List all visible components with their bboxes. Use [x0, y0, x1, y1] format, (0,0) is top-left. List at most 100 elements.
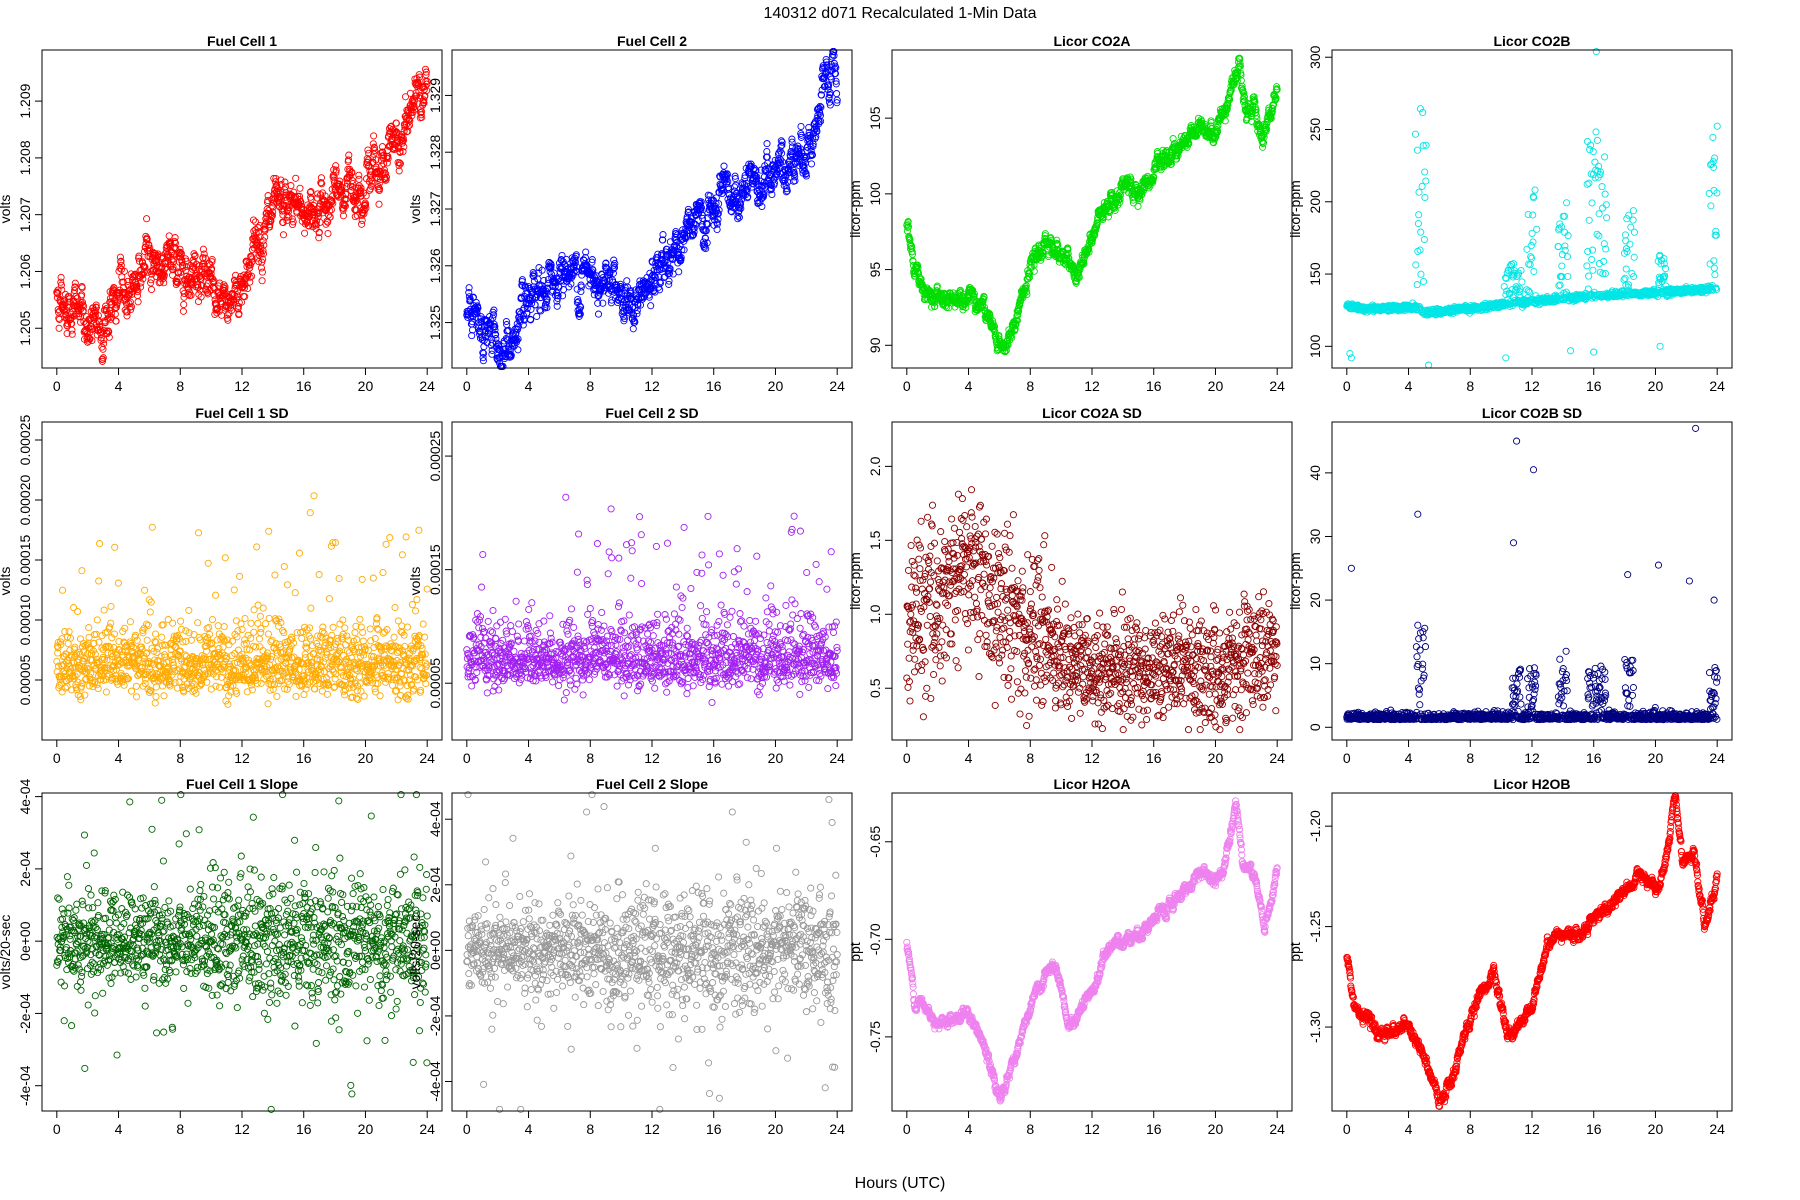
data-point — [137, 283, 145, 291]
data-point — [514, 346, 522, 354]
data-point — [1602, 201, 1610, 209]
data-point — [127, 306, 135, 314]
data-point — [1558, 262, 1566, 270]
data-point — [257, 264, 266, 272]
data-point — [101, 319, 109, 327]
data-point — [117, 261, 125, 269]
data-point — [105, 328, 113, 336]
data-point — [1598, 183, 1606, 191]
data-point — [1626, 240, 1634, 248]
data-point — [1622, 237, 1630, 245]
data-point — [1563, 199, 1571, 207]
data-point — [1422, 177, 1430, 185]
data-point — [1523, 245, 1531, 253]
data-point — [55, 324, 63, 332]
data-point — [1592, 48, 1600, 56]
data-point — [1415, 188, 1423, 196]
data-point — [1603, 214, 1611, 222]
data-point — [1533, 225, 1541, 233]
data-point — [105, 314, 113, 322]
data-point — [797, 122, 805, 131]
x-tick-label: 16 — [296, 378, 312, 394]
panel-title: Licor CO2A — [1053, 33, 1130, 49]
y-axis-label: volts — [407, 195, 423, 224]
data-point — [1621, 231, 1629, 239]
x-tick-label: 0 — [53, 378, 61, 394]
panel-title: Fuel Cell 1 — [207, 33, 277, 49]
data-point — [147, 285, 156, 294]
y-axis-label: licor-ppm — [847, 180, 863, 238]
data-point — [1414, 219, 1422, 228]
y-tick-label: 90 — [867, 337, 883, 353]
y-tick-label: 100 — [867, 182, 883, 206]
data-point — [1554, 243, 1562, 251]
data-point — [1564, 232, 1572, 240]
data-point — [1593, 230, 1601, 238]
data-point — [1417, 228, 1425, 236]
y-tick-label: 1.329 — [427, 78, 443, 113]
data-point — [732, 181, 740, 189]
data-point — [139, 275, 147, 283]
data-point — [92, 303, 100, 311]
data-point — [78, 291, 86, 299]
data-point — [1531, 186, 1539, 194]
data-point — [124, 277, 132, 285]
data-point — [1592, 128, 1600, 136]
data-point — [140, 262, 148, 270]
data-point — [57, 273, 65, 281]
data-point — [258, 277, 266, 285]
data-point — [1629, 207, 1637, 215]
data-point — [135, 252, 143, 260]
x-tick-label: 0 — [463, 378, 471, 394]
data-point — [147, 279, 155, 287]
data-point — [120, 267, 128, 275]
data-point — [57, 281, 65, 289]
data-point — [1421, 193, 1429, 202]
data-point — [179, 307, 187, 315]
data-point — [1629, 216, 1637, 224]
data-point — [1593, 136, 1601, 144]
data-point — [392, 119, 400, 127]
y-tick-label: 1.209 — [17, 83, 33, 118]
y-tick-label: 1.325 — [427, 305, 443, 340]
data-point — [1530, 267, 1538, 276]
data-point — [1585, 272, 1593, 280]
data-point — [1418, 182, 1426, 190]
data-point — [88, 336, 96, 345]
data-point — [261, 233, 269, 241]
x-tick-label: 4 — [525, 378, 533, 394]
data-point — [629, 325, 637, 333]
data-point — [533, 312, 541, 320]
data-point — [1588, 199, 1596, 207]
data-point — [1601, 190, 1609, 198]
y-tick-label: 1.327 — [427, 191, 443, 226]
data-point — [1419, 277, 1428, 286]
data-point — [99, 345, 107, 353]
data-point — [119, 284, 128, 292]
data-points — [903, 54, 1281, 356]
data-point — [137, 279, 145, 287]
data-point — [143, 215, 151, 223]
data-point — [112, 303, 120, 311]
data-point — [118, 273, 126, 281]
data-point — [1563, 253, 1572, 261]
x-tick-label: 8 — [1026, 378, 1034, 394]
panel-grid: Fuel Cell 10 4 8 12 16 20 241.2051.2061.2071.2… — [0, 33, 1733, 1137]
data-point — [1421, 168, 1429, 176]
data-point — [1585, 179, 1593, 187]
data-point — [102, 306, 110, 315]
data-point — [807, 160, 816, 168]
data-point — [165, 232, 173, 240]
data-point — [63, 329, 71, 338]
figure-title: 140312 d071 Recalculated 1-Min Data — [763, 5, 1036, 22]
data-point — [324, 229, 332, 238]
data-points — [1343, 48, 1721, 369]
data-point — [71, 279, 79, 287]
data-point — [123, 312, 131, 320]
y-tick-label: 1.207 — [17, 197, 33, 232]
data-point — [301, 229, 309, 237]
data-point — [127, 303, 136, 311]
panel-title: Fuel Cell 2 — [617, 33, 687, 49]
data-point — [54, 290, 62, 298]
